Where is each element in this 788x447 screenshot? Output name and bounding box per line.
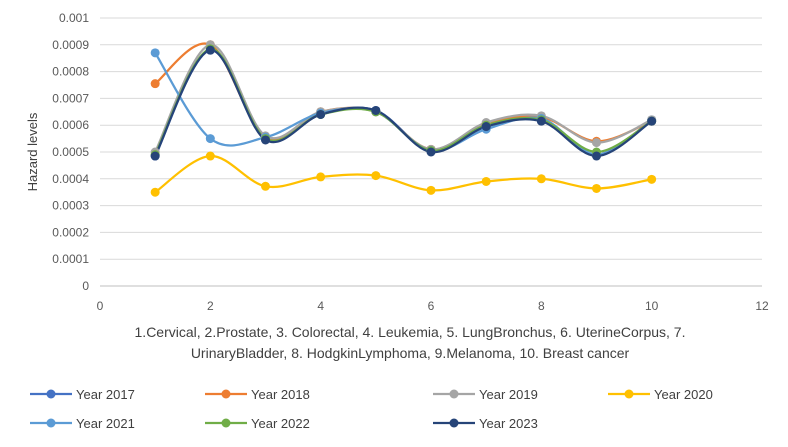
data-point-year-2023 (316, 109, 326, 119)
data-point-year-2020 (481, 176, 491, 186)
y-tick-label: 0.0006 (52, 118, 89, 132)
x-tick-label: 2 (207, 299, 214, 313)
x-axis-title-line-1: 1.Cervical, 2.Prostate, 3. Colorectal, 4… (134, 324, 686, 340)
legend-label: Year 2021 (76, 415, 135, 431)
data-point-year-2020 (316, 172, 326, 182)
legend-swatch-marker (624, 389, 634, 399)
legend-label: Year 2018 (251, 386, 310, 402)
data-point-year-2021 (150, 48, 160, 58)
legend-item-year-2021: Year 2021 (30, 414, 135, 432)
legend-swatch-marker (449, 389, 459, 399)
x-tick-label: 6 (428, 299, 435, 313)
legend-swatch (205, 389, 247, 399)
y-tick-label: 0.0005 (52, 145, 89, 159)
x-tick-label: 10 (645, 299, 659, 313)
data-point-year-2020 (647, 174, 657, 184)
legend-item-year-2019: Year 2019 (433, 385, 538, 403)
legend-label: Year 2023 (479, 415, 538, 431)
legend-swatch (433, 389, 475, 399)
y-tick-label: 0.0009 (52, 38, 89, 52)
legend-swatch (30, 418, 72, 428)
data-point-year-2020 (592, 183, 601, 193)
legend-swatch (608, 389, 650, 399)
data-point-year-2023 (205, 45, 215, 55)
y-tick-label: 0.0004 (52, 172, 89, 186)
legend-item-year-2022: Year 2022 (205, 414, 310, 432)
y-tick-label: 0.0007 (52, 91, 89, 105)
data-point-year-2023 (481, 122, 491, 132)
y-tick-label: 0.001 (59, 11, 89, 25)
legend-swatch (30, 389, 72, 399)
legend-swatch (205, 418, 247, 428)
data-point-year-2019 (592, 138, 601, 148)
y-tick-label: 0.0002 (52, 225, 89, 239)
data-point-year-2020 (371, 171, 381, 181)
x-axis-title: 1.Cervical, 2.Prostate, 3. Colorectal, 4… (60, 322, 788, 364)
legend-label: Year 2020 (654, 386, 713, 402)
y-tick-label: 0.0001 (52, 252, 89, 266)
x-tick-label: 8 (538, 299, 545, 313)
series-markers (150, 40, 657, 197)
series-lines (154, 42, 653, 194)
legend-label: Year 2019 (479, 386, 538, 402)
y-tick-labels: 0 0.0001 0.0002 0.0003 0.0004 0.0005 0.0006 0.0… (52, 11, 89, 293)
data-point-year-2020 (150, 187, 160, 197)
data-point-year-2023 (261, 135, 270, 145)
data-point-year-2023 (150, 151, 160, 161)
data-point-year-2021 (205, 134, 215, 144)
data-point-year-2020 (536, 174, 546, 184)
legend-swatch-marker (221, 418, 231, 428)
y-tick-label: 0 (82, 279, 89, 293)
x-tick-label: 4 (317, 299, 324, 313)
data-point-year-2018 (150, 79, 160, 89)
legend-swatch (433, 418, 475, 428)
legend-label: Year 2022 (251, 415, 310, 431)
x-tick-label: 0 (97, 299, 104, 313)
data-point-year-2020 (261, 181, 270, 191)
y-tick-label: 0.0003 (52, 199, 89, 213)
legend-swatch-marker (46, 389, 56, 399)
legend-label: Year 2017 (76, 386, 135, 402)
x-tick-label: 12 (755, 299, 769, 313)
legend-item-year-2018: Year 2018 (205, 385, 310, 403)
data-point-year-2020 (426, 185, 436, 195)
legend-swatch-marker (449, 418, 459, 428)
x-axis-title-line-2: UrinaryBladder, 8. HodgkinLymphoma, 9.Me… (190, 345, 630, 361)
legend-item-year-2020: Year 2020 (608, 385, 713, 403)
data-point-year-2023 (426, 147, 436, 157)
data-point-year-2023 (536, 116, 546, 126)
y-tick-label: 0.0008 (52, 65, 89, 79)
data-point-year-2023 (371, 105, 381, 115)
data-point-year-2023 (647, 116, 657, 126)
legend-swatch-marker (46, 418, 56, 428)
x-tick-labels: 0 2 4 6 8 10 12 (97, 299, 769, 313)
legend-item-year-2023: Year 2023 (433, 414, 538, 432)
y-axis-title: Hazard levels (25, 112, 40, 191)
data-point-year-2020 (205, 151, 215, 161)
series-line-year-2023 (154, 49, 653, 158)
series-line-year-2020 (154, 154, 652, 194)
legend-swatch-marker (221, 389, 231, 399)
data-point-year-2023 (592, 151, 601, 161)
legend-item-year-2017: Year 2017 (30, 385, 135, 403)
